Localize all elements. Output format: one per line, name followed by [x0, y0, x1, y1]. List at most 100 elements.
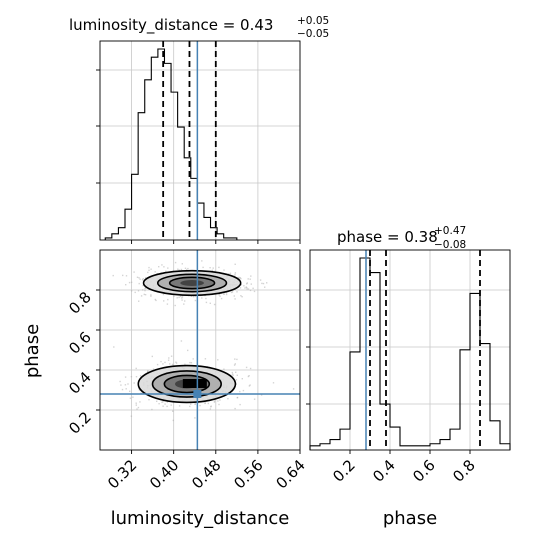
truth-marker: [193, 390, 202, 398]
sample-point: [227, 398, 229, 400]
phase-title: phase = 0.38 +0.47 −0.08: [337, 225, 466, 251]
y-tick-label-phase: 0.8: [65, 288, 95, 318]
sample-point: [161, 401, 163, 403]
ld-title: luminosity_distance = 0.43 +0.05 −0.05: [69, 15, 329, 40]
sample-point: [162, 401, 164, 403]
sample-point: [264, 286, 266, 288]
sample-point: [247, 278, 249, 280]
sample-point: [246, 287, 248, 289]
sample-point: [112, 274, 114, 277]
sample-point: [190, 362, 193, 364]
sample-point: [194, 417, 196, 419]
sample-point: [231, 371, 233, 374]
sample-point: [187, 267, 189, 270]
hist-layer: [104, 48, 511, 450]
sample-point: [234, 358, 236, 360]
sample-point: [194, 295, 197, 298]
sample-point: [169, 363, 171, 365]
sample-point: [292, 388, 295, 390]
sample-point: [240, 295, 242, 297]
sample-point: [145, 277, 147, 279]
sample-point: [150, 295, 152, 297]
phase-hist-frame: [309, 249, 511, 451]
sample-point: [239, 287, 242, 289]
phase-title-plus: +0.47: [434, 225, 466, 237]
sample-point: [171, 363, 174, 366]
sample-point: [125, 388, 127, 390]
contour-line: [163, 374, 211, 394]
sample-point: [239, 277, 241, 279]
sample-point: [143, 293, 145, 296]
sample-point: [247, 375, 250, 378]
sample-point: [175, 361, 177, 363]
sample-point: [136, 276, 139, 278]
sample-point: [248, 385, 251, 387]
sample-point: [236, 358, 238, 361]
contour-line: [168, 276, 216, 290]
sample-point: [244, 287, 246, 289]
x-tick-label-ld: 0.32: [104, 456, 140, 492]
sample-point: [232, 374, 234, 377]
sample-point: [240, 283, 242, 286]
sample-point: [236, 396, 239, 399]
sample-point: [151, 355, 153, 358]
ld-hist-frame: [99, 40, 301, 241]
sample-point: [147, 370, 149, 372]
sample-point: [141, 279, 144, 281]
density-layer: [112, 260, 295, 422]
sample-point: [249, 367, 252, 370]
sample-point: [138, 277, 140, 279]
sample-point: [249, 289, 252, 292]
contour-line: [156, 273, 228, 293]
contour-line: [137, 364, 237, 404]
sample-point: [227, 273, 230, 275]
sample-point: [165, 270, 167, 272]
sample-point: [187, 349, 189, 352]
sample-point: [125, 284, 127, 286]
sample-point: [233, 295, 235, 297]
sample-point: [130, 415, 133, 417]
ld-histogram: [104, 48, 238, 240]
sample-point: [225, 292, 228, 294]
sample-point: [190, 403, 192, 405]
x-tick-label-ld: 0.64: [272, 456, 308, 492]
y-tick-label-phase: 0.6: [65, 328, 95, 358]
sample-point: [235, 379, 238, 381]
sample-point: [134, 291, 136, 294]
sample-point: [130, 290, 133, 292]
sample-point: [135, 402, 137, 404]
sample-point: [240, 277, 242, 280]
sample-point: [234, 263, 236, 265]
sample-point: [192, 296, 195, 298]
sample-point: [150, 268, 152, 270]
sample-point: [209, 267, 211, 269]
x-tick-label-phase: 0.6: [409, 456, 439, 486]
sample-point: [235, 371, 237, 373]
sample-point: [147, 271, 149, 274]
sample-point: [204, 358, 207, 360]
sample-point: [219, 399, 221, 401]
sample-point: [154, 298, 156, 301]
sample-point: [164, 361, 166, 364]
sample-point: [230, 291, 233, 294]
sample-point: [211, 269, 214, 271]
sample-point: [225, 293, 228, 296]
sample-point: [210, 405, 212, 407]
sample-point: [233, 275, 236, 277]
sample-point: [125, 275, 128, 277]
y-tick-label-phase: 0.4: [65, 368, 95, 398]
sample-point: [243, 285, 245, 287]
sample-point: [158, 403, 160, 405]
sample-point: [162, 363, 164, 365]
sample-point: [140, 295, 143, 297]
sample-point: [250, 275, 252, 277]
sample-point: [246, 283, 248, 285]
tick-labels: 0.32 0.40 0.48 0.56 0.64 0.2 0.4 0.6 0.8 0.2 0.4 0.…: [65, 288, 479, 492]
x-tick-label-ld: 0.48: [188, 456, 224, 492]
sample-point: [174, 304, 176, 307]
sample-point: [139, 278, 141, 280]
sample-point: [201, 297, 203, 299]
x-axis-label-ld: luminosity_distance: [111, 508, 290, 529]
sample-point: [180, 340, 183, 342]
